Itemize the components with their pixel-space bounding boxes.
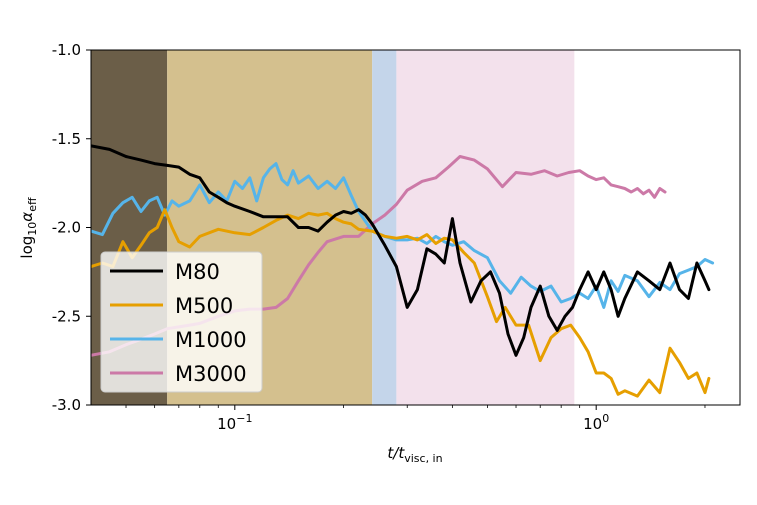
legend-entry-m1000: M1000 [110,328,247,352]
y-tick-label: -2.5 [52,307,81,325]
x-tick-label: 10−1 [217,412,252,433]
x-tick-label: 100 [583,412,609,433]
legend-label: M1000 [175,328,247,352]
y-axis: -1.0 -1.5 -2.0 -2.5 -3.0 [52,41,91,414]
series-line-m500 [91,208,711,398]
legend-label: M3000 [175,362,247,386]
series-line-m80 [91,144,711,357]
y-tick-label: -2.0 [52,219,81,237]
shaded-region-4 [396,50,575,405]
y-axis-label: log10αeff [18,197,39,259]
legend-box [100,251,263,393]
shaded-region-3 [372,50,397,405]
x-axis: 10−1 100 [125,405,706,433]
y-tick-label: -1.5 [52,130,81,148]
legend-entry-m80: M80 [110,260,220,284]
y-tick-label: -3.0 [52,396,81,414]
shaded-regions [91,50,575,405]
x-axis-label: t/tvisc, in [387,444,442,465]
y-tick-label: -1.0 [52,41,81,59]
legend-entry-m3000: M3000 [110,362,247,386]
legend-label: M80 [175,260,220,284]
legend-label: M500 [175,294,233,318]
legend-entry-m500: M500 [110,294,233,318]
legend: M80 M500 M1000 M3000 [100,251,263,393]
